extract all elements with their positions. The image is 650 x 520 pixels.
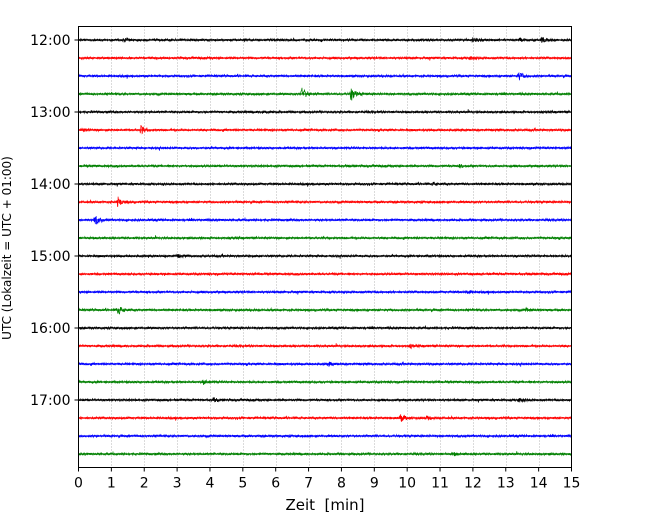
x-axis-label: Zeit [min] bbox=[285, 496, 364, 514]
x-tick-label: 10 bbox=[398, 476, 416, 492]
plot-frame bbox=[78, 26, 572, 468]
x-tick-label: 7 bbox=[304, 476, 313, 492]
y-tick-label: 16:00 bbox=[30, 321, 70, 337]
trace-14:30 bbox=[78, 216, 572, 225]
x-tick-label: 13 bbox=[497, 476, 515, 492]
trace-15:45 bbox=[78, 306, 572, 315]
trace-13:45 bbox=[78, 163, 572, 169]
trace-waveform bbox=[78, 361, 572, 367]
trace-waveform bbox=[78, 253, 572, 259]
trace-12:00 bbox=[78, 36, 572, 43]
x-tick-label: 15 bbox=[563, 476, 581, 492]
trace-13:00 bbox=[78, 109, 572, 115]
trace-15:15 bbox=[78, 271, 572, 277]
x-tick-label: 9 bbox=[370, 476, 379, 492]
y-tick-label: 14:00 bbox=[30, 177, 70, 193]
x-tick-label: 12 bbox=[464, 476, 482, 492]
trace-17:45 bbox=[78, 451, 572, 457]
trace-17:30 bbox=[78, 433, 572, 439]
trace-waveform bbox=[78, 451, 572, 457]
trace-15:00 bbox=[78, 253, 572, 259]
trace-waveform bbox=[78, 289, 572, 295]
trace-waveform bbox=[78, 343, 572, 350]
x-tick-label: 11 bbox=[431, 476, 449, 492]
x-tick-label: 5 bbox=[238, 476, 247, 492]
y-tick-label: 13:00 bbox=[30, 105, 70, 121]
trace-13:15 bbox=[78, 124, 572, 135]
y-tick-label: 12:00 bbox=[30, 33, 70, 49]
trace-waveform bbox=[78, 36, 572, 43]
trace-waveform bbox=[78, 181, 572, 187]
trace-15:30 bbox=[78, 289, 572, 295]
y-axis: 12:00 13:00 14:00 15:00 16:00 17:00 bbox=[30, 33, 79, 409]
trace-waveform bbox=[78, 235, 572, 241]
trace-waveform bbox=[78, 306, 572, 315]
trace-waveform bbox=[78, 271, 572, 277]
trace-16:30 bbox=[78, 361, 572, 367]
trace-waveform bbox=[78, 325, 572, 331]
trace-17:15 bbox=[78, 414, 572, 423]
trace-waveform bbox=[78, 397, 572, 404]
trace-12:45 bbox=[78, 87, 572, 101]
trace-14:00 bbox=[78, 181, 572, 187]
trace-waveform bbox=[78, 433, 572, 439]
trace-14:45 bbox=[78, 235, 572, 241]
trace-waveform bbox=[78, 145, 572, 151]
y-tick-label: 15:00 bbox=[30, 249, 70, 265]
x-axis: 0 1 2 3 4 5 6 7 8 9 10 11 12 13 14 15 bbox=[74, 467, 581, 492]
y-tick-label: 17:00 bbox=[30, 393, 70, 409]
x-tick-label: 6 bbox=[271, 476, 280, 492]
x-tick-label: 14 bbox=[530, 476, 548, 492]
trace-layer bbox=[78, 36, 572, 457]
trace-16:15 bbox=[78, 343, 572, 350]
trace-12:15 bbox=[78, 55, 572, 61]
trace-waveform bbox=[78, 163, 572, 169]
x-tick-label: 3 bbox=[173, 476, 182, 492]
trace-waveform bbox=[78, 196, 572, 207]
x-tick-label: 8 bbox=[337, 476, 346, 492]
trace-waveform bbox=[78, 124, 572, 135]
trace-waveform bbox=[78, 109, 572, 115]
x-tick-label: 0 bbox=[74, 476, 83, 492]
trace-waveform bbox=[78, 378, 572, 385]
x-tick-label: 4 bbox=[206, 476, 215, 492]
trace-17:00 bbox=[78, 397, 572, 404]
trace-12:30 bbox=[78, 72, 572, 81]
trace-13:30 bbox=[78, 145, 572, 151]
trace-waveform bbox=[78, 414, 572, 423]
trace-waveform bbox=[78, 72, 572, 81]
trace-waveform bbox=[78, 87, 572, 101]
trace-16:00 bbox=[78, 325, 572, 331]
trace-16:45 bbox=[78, 378, 572, 385]
trace-waveform bbox=[78, 55, 572, 61]
trace-waveform bbox=[78, 216, 572, 225]
trace-14:15 bbox=[78, 196, 572, 207]
x-tick-label: 2 bbox=[140, 476, 149, 492]
x-tick-label: 1 bbox=[107, 476, 116, 492]
y-axis-label: UTC (Lokalzeit = UTC + 01:00) bbox=[0, 156, 14, 340]
